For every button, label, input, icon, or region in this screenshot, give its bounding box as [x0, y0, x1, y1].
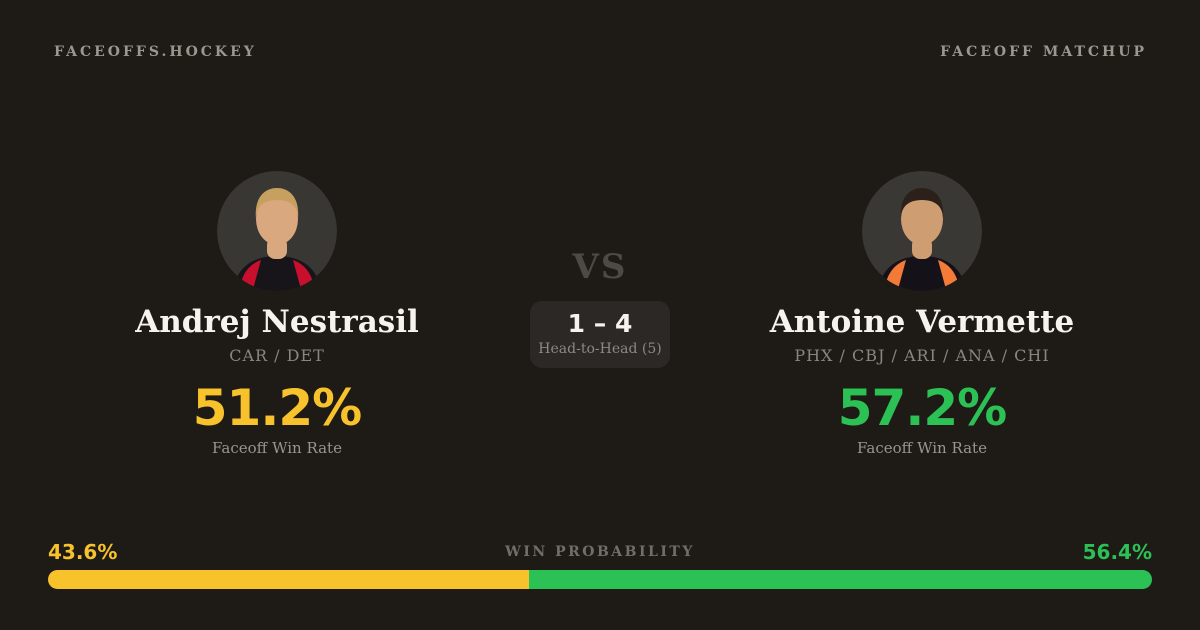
player-card-left: Andrej Nestrasil CAR / DET 51.2% Faceoff… [87, 171, 467, 457]
win-bar-left-segment [48, 570, 530, 589]
faceoff-win-rate-value: 51.2% [192, 379, 362, 438]
player-name: Antoine Vermette [769, 304, 1075, 340]
win-probability-left-value: 43.6% [48, 540, 118, 564]
win-probability-bar [48, 570, 1152, 589]
head-to-head-box: 1 – 4 Head-to-Head (5) [530, 301, 670, 368]
faceoff-win-rate-label: Faceoff Win Rate [857, 439, 987, 458]
player-teams: PHX / CBJ / ARI / ANA / CHI [794, 346, 1050, 366]
player-portrait-icon [862, 171, 982, 291]
win-probability-title: WIN PROBABILITY [505, 544, 695, 560]
faceoff-win-rate-value: 57.2% [837, 379, 1007, 438]
header: FACEOFFS.HOCKEY FACEOFF MATCHUP [54, 44, 1147, 60]
page-title: FACEOFF MATCHUP [940, 44, 1147, 60]
player-card-right: Antoine Vermette PHX / CBJ / ARI / ANA /… [732, 171, 1112, 457]
player-portrait-icon [217, 171, 337, 291]
win-probability-right-value: 56.4% [1082, 540, 1152, 564]
brand-label: FACEOFFS.HOCKEY [54, 44, 257, 60]
win-bar-right-segment [529, 570, 1152, 589]
win-probability-labels: 43.6% WIN PROBABILITY 56.4% [48, 542, 1152, 562]
vs-label: VS [572, 247, 628, 287]
player-avatar-left [217, 171, 337, 291]
player-name: Andrej Nestrasil [135, 304, 419, 340]
player-avatar-right [862, 171, 982, 291]
head-to-head-label: Head-to-Head (5) [538, 340, 662, 357]
faceoff-win-rate-label: Faceoff Win Rate [212, 439, 342, 458]
head-to-head-score: 1 – 4 [567, 309, 633, 338]
player-teams: CAR / DET [229, 346, 325, 366]
matchup-center: VS 1 – 4 Head-to-Head (5) [500, 250, 700, 368]
